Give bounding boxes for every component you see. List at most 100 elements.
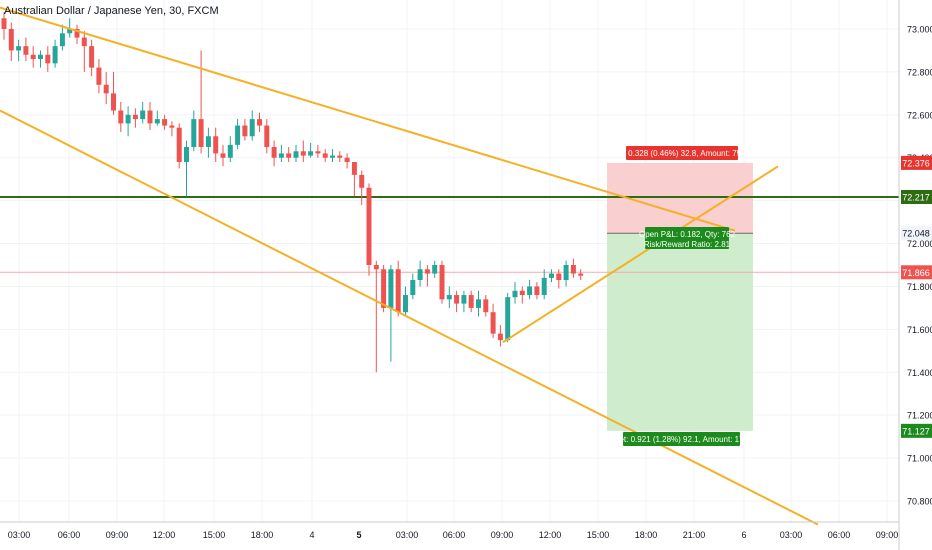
candle-body [235, 125, 241, 145]
price-tag-entry: 72.048 [902, 229, 930, 239]
x-tick-label: 09:00 [491, 530, 514, 540]
candle-body [1, 18, 7, 29]
candle-body [162, 119, 168, 126]
candle-body [30, 54, 36, 60]
candle-body [67, 29, 73, 34]
y-tick-label: 71.600 [907, 325, 932, 335]
y-tick-label: 71.400 [907, 368, 932, 378]
candle-body [257, 119, 262, 126]
x-tick-label: 03:00 [396, 530, 419, 540]
candle-body [23, 46, 29, 55]
candle-body [154, 119, 160, 124]
candle-body [45, 54, 51, 64]
candle-body [184, 147, 189, 163]
candle-body [578, 273, 584, 276]
y-tick-label: 72.600 [907, 110, 932, 120]
chart-title: Australian Dollar / Japanese Yen, 30, FX… [4, 5, 219, 17]
candle-body [169, 125, 175, 128]
position-labels: Stop: 0.328 (0.46%) 32.8, Amount: 750.06… [604, 146, 760, 446]
target-zone [607, 233, 753, 431]
candle-body [483, 299, 489, 313]
candle-body [38, 54, 43, 60]
candle-body [570, 265, 576, 274]
candle-body [103, 84, 109, 94]
candle-body [461, 295, 467, 304]
x-tick-label: 12:00 [153, 530, 176, 540]
trendline [0, 109, 819, 526]
x-tick-label: 12:00 [539, 530, 562, 540]
price-tag-current: 71.866 [902, 268, 930, 278]
candle-body [264, 125, 270, 147]
candle-body [490, 312, 496, 334]
candle-body [278, 153, 284, 158]
x-tick-label: 03:00 [8, 530, 31, 540]
candle-body [220, 153, 226, 158]
x-tick-label: 03:00 [780, 530, 803, 540]
candle-body [403, 295, 408, 313]
stop-label: Stop: 0.328 (0.46%) 32.8, Amount: 750.06 [607, 146, 757, 160]
candle-body [395, 269, 401, 313]
x-tick-label: 18:00 [635, 530, 658, 540]
candle-body [541, 277, 547, 296]
candle-body [74, 29, 80, 38]
y-tick-label: 71.000 [907, 454, 932, 464]
candle-body [519, 290, 525, 296]
y-tick-label: 70.800 [907, 497, 932, 507]
candle-body [132, 114, 138, 120]
price-tag-entry-bg [901, 226, 932, 241]
y-tick-label: 72.800 [907, 67, 932, 77]
price-tag-current-bg [901, 265, 932, 280]
candle-body [344, 157, 350, 163]
candle-body [227, 144, 233, 158]
candle-body [293, 151, 299, 158]
trendlines [0, 6, 819, 526]
x-tick-label: 15:00 [587, 530, 610, 540]
candle-body [556, 273, 562, 281]
candles [1, 11, 584, 373]
target-label: Target: 0.921 (1.28%) 92.1, Amount: 1701… [604, 432, 760, 446]
position-zones [607, 162, 753, 431]
candle-body [534, 286, 540, 296]
x-tick-label: 09:00 [106, 530, 129, 540]
x-tick-label: 06:00 [58, 530, 81, 540]
candle-body [286, 153, 292, 158]
candle-body [205, 136, 211, 147]
candle-body [505, 297, 511, 341]
candle-body [125, 114, 131, 124]
price-tag-support: 72.217 [902, 192, 930, 202]
candle-body [111, 93, 116, 111]
candle-body [410, 280, 416, 296]
target-label-text: Target: 0.921 (1.28%) 92.1, Amount: 1701… [604, 435, 760, 444]
y-tick-label: 71.200 [907, 411, 932, 421]
candle-body [351, 162, 357, 175]
candle-body [249, 119, 255, 137]
candle-body [322, 153, 328, 158]
pnl-label-bg [645, 227, 729, 249]
candle-body [454, 295, 460, 304]
candle-body [330, 155, 335, 158]
candle-body [140, 110, 146, 120]
candle-body [359, 174, 365, 188]
pnl-label-text: Open P&L: 0.182, Qty: 762 [639, 230, 736, 239]
candle-body [96, 67, 102, 85]
candle-body [468, 295, 474, 308]
x-tick-label: 6 [741, 530, 746, 540]
candle-body [191, 119, 197, 147]
horizontal-lines [0, 195, 899, 273]
x-tick-label: 15:00 [203, 530, 226, 540]
x-tick-label: 5 [356, 530, 361, 540]
x-tick-label: 06:00 [443, 530, 466, 540]
grid [0, 0, 899, 522]
stop-label-bg [626, 146, 738, 160]
candle-body [446, 295, 452, 300]
candle-body [381, 269, 387, 308]
candle-body [512, 290, 518, 298]
candle-body [118, 110, 124, 124]
pnl-label-text: Risk/Reward Ratio: 2.81 [644, 240, 731, 249]
candle-body [176, 127, 182, 163]
candle-body [432, 265, 438, 274]
candle-body [213, 136, 219, 154]
